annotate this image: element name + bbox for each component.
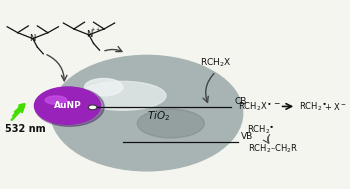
Ellipse shape [85,78,123,96]
Text: $\bullet$: $\bullet$ [268,122,274,130]
Text: N: N [30,34,36,43]
Ellipse shape [51,55,243,171]
Ellipse shape [80,81,166,110]
Text: + X$^-$: + X$^-$ [324,101,347,112]
Text: RCH$_2$X: RCH$_2$X [238,100,268,113]
Text: RCH$_2$–CH$_2$R: RCH$_2$–CH$_2$R [248,142,299,155]
Circle shape [88,105,97,110]
Text: RCH$_2$: RCH$_2$ [300,100,323,113]
Text: $^{++}$: $^{++}$ [90,28,101,34]
Text: $\bullet$: $\bullet$ [321,98,327,107]
Text: 532 nm: 532 nm [5,124,45,134]
Text: VB: VB [241,132,253,141]
Text: CB: CB [234,97,247,106]
Text: $\bullet\,-$: $\bullet\,-$ [266,98,281,107]
Text: AuNP: AuNP [54,101,82,110]
Ellipse shape [45,96,67,104]
Text: TiO$_2$: TiO$_2$ [147,109,170,123]
Ellipse shape [34,87,100,124]
Text: RCH$_2$: RCH$_2$ [247,123,270,136]
Ellipse shape [137,109,204,138]
Text: RCH$_2$X: RCH$_2$X [199,56,231,69]
Text: N: N [86,30,92,40]
Ellipse shape [35,87,104,126]
